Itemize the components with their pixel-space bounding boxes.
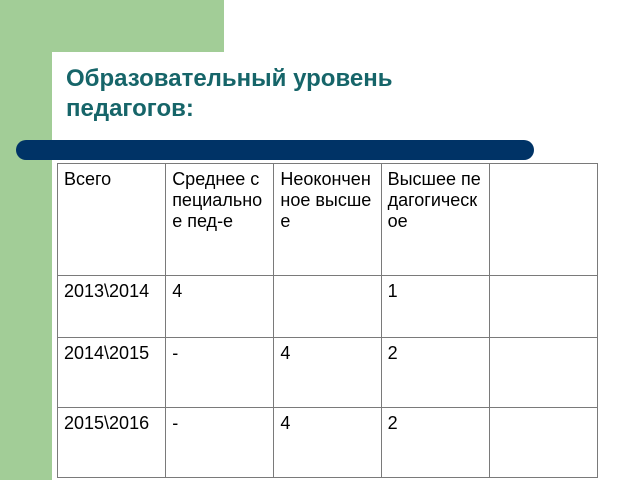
table-row: 2015\2016 - 4 2 [56, 407, 599, 478]
table-cell-year: 2014\2015 [56, 337, 167, 408]
table-cell-year: 2013\2014 [56, 275, 167, 338]
table-cell-incomplete-higher [273, 275, 382, 338]
green-sidebar-stripe [0, 0, 52, 480]
table-cell-higher-pedagogical: 2 [380, 337, 490, 408]
slide-title-line-1: Образовательный уровень [66, 65, 393, 92]
table-cell-higher-pedagogical: 2 [380, 407, 490, 478]
table-cell-higher-pedagogical: 1 [380, 275, 490, 338]
green-top-stripe [0, 0, 224, 52]
slide-title: Образовательный уровень педагогов: [66, 64, 586, 124]
table-cell-empty [488, 275, 599, 338]
table-cell-secondary-special: - [165, 407, 275, 478]
header-cell-incomplete-higher: Неоконченное высшее [273, 163, 382, 276]
header-cell-higher-pedagogical: Высшее педагогическое [380, 163, 490, 276]
slide-title-line-2: педагогов: [66, 95, 194, 122]
table-cell-secondary-special: - [165, 337, 275, 408]
table-row: 2014\2015 - 4 2 [56, 337, 599, 408]
header-cell-total: Всего [56, 163, 167, 276]
table-cell-empty [488, 407, 599, 478]
header-cell-empty [488, 163, 599, 276]
title-underline-bar [16, 140, 534, 160]
table-cell-year: 2015\2016 [56, 407, 167, 478]
header-cell-secondary-special: Среднее специальное пед-е [165, 163, 275, 276]
table-cell-secondary-special: 4 [165, 275, 275, 338]
table-row: 2013\2014 4 1 [56, 275, 599, 338]
table-cell-incomplete-higher: 4 [273, 407, 382, 478]
table-header-row: Всего Среднее специальное пед-е Неоконче… [56, 163, 599, 276]
table-cell-incomplete-higher: 4 [273, 337, 382, 408]
table-cell-empty [488, 337, 599, 408]
education-level-table: Всего Среднее специальное пед-е Неоконче… [56, 163, 599, 478]
